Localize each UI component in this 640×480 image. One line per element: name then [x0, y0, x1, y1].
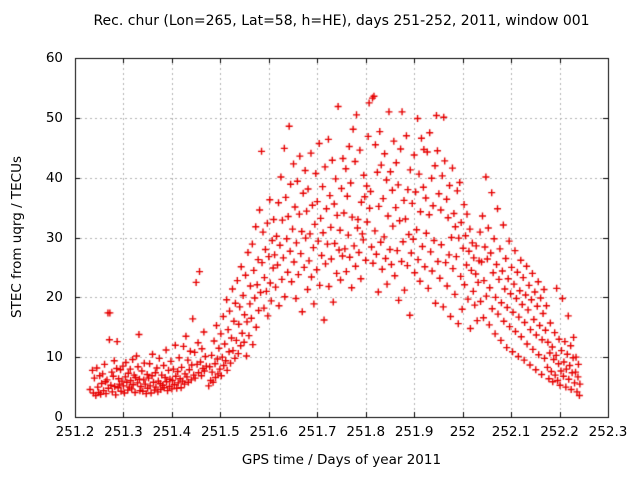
x-tick-label: 252.1 — [491, 424, 531, 440]
x-axis-label: GPS time / Days of year 2011 — [241, 452, 442, 468]
x-tick-label: 251.8 — [346, 424, 386, 440]
y-tick-label: 20 — [45, 289, 63, 306]
x-tick-label: 251.6 — [249, 424, 289, 440]
x-tick-label: 251.2 — [55, 424, 95, 440]
x-tick-label: 251.5 — [201, 424, 240, 440]
chart-title: Rec. chur (Lon=265, Lat=58, h=HE), days … — [93, 13, 590, 29]
x-tick-label: 251.4 — [152, 424, 192, 440]
x-tick-label: 252.3 — [588, 424, 628, 440]
x-tick-label: 252 — [449, 424, 476, 440]
y-tick-label: 40 — [45, 169, 63, 186]
x-tick-label: 251.3 — [104, 424, 143, 440]
x-tick-label: 251.9 — [394, 424, 434, 440]
y-tick-label: 0 — [54, 409, 63, 425]
y-tick-label: 50 — [45, 109, 63, 126]
x-tick-label: 251.7 — [297, 424, 337, 440]
y-tick-label: 10 — [45, 349, 63, 366]
y-tick-label: 60 — [45, 50, 63, 66]
x-tick-label: 252.2 — [540, 424, 579, 440]
y-tick-label: 30 — [45, 229, 63, 246]
